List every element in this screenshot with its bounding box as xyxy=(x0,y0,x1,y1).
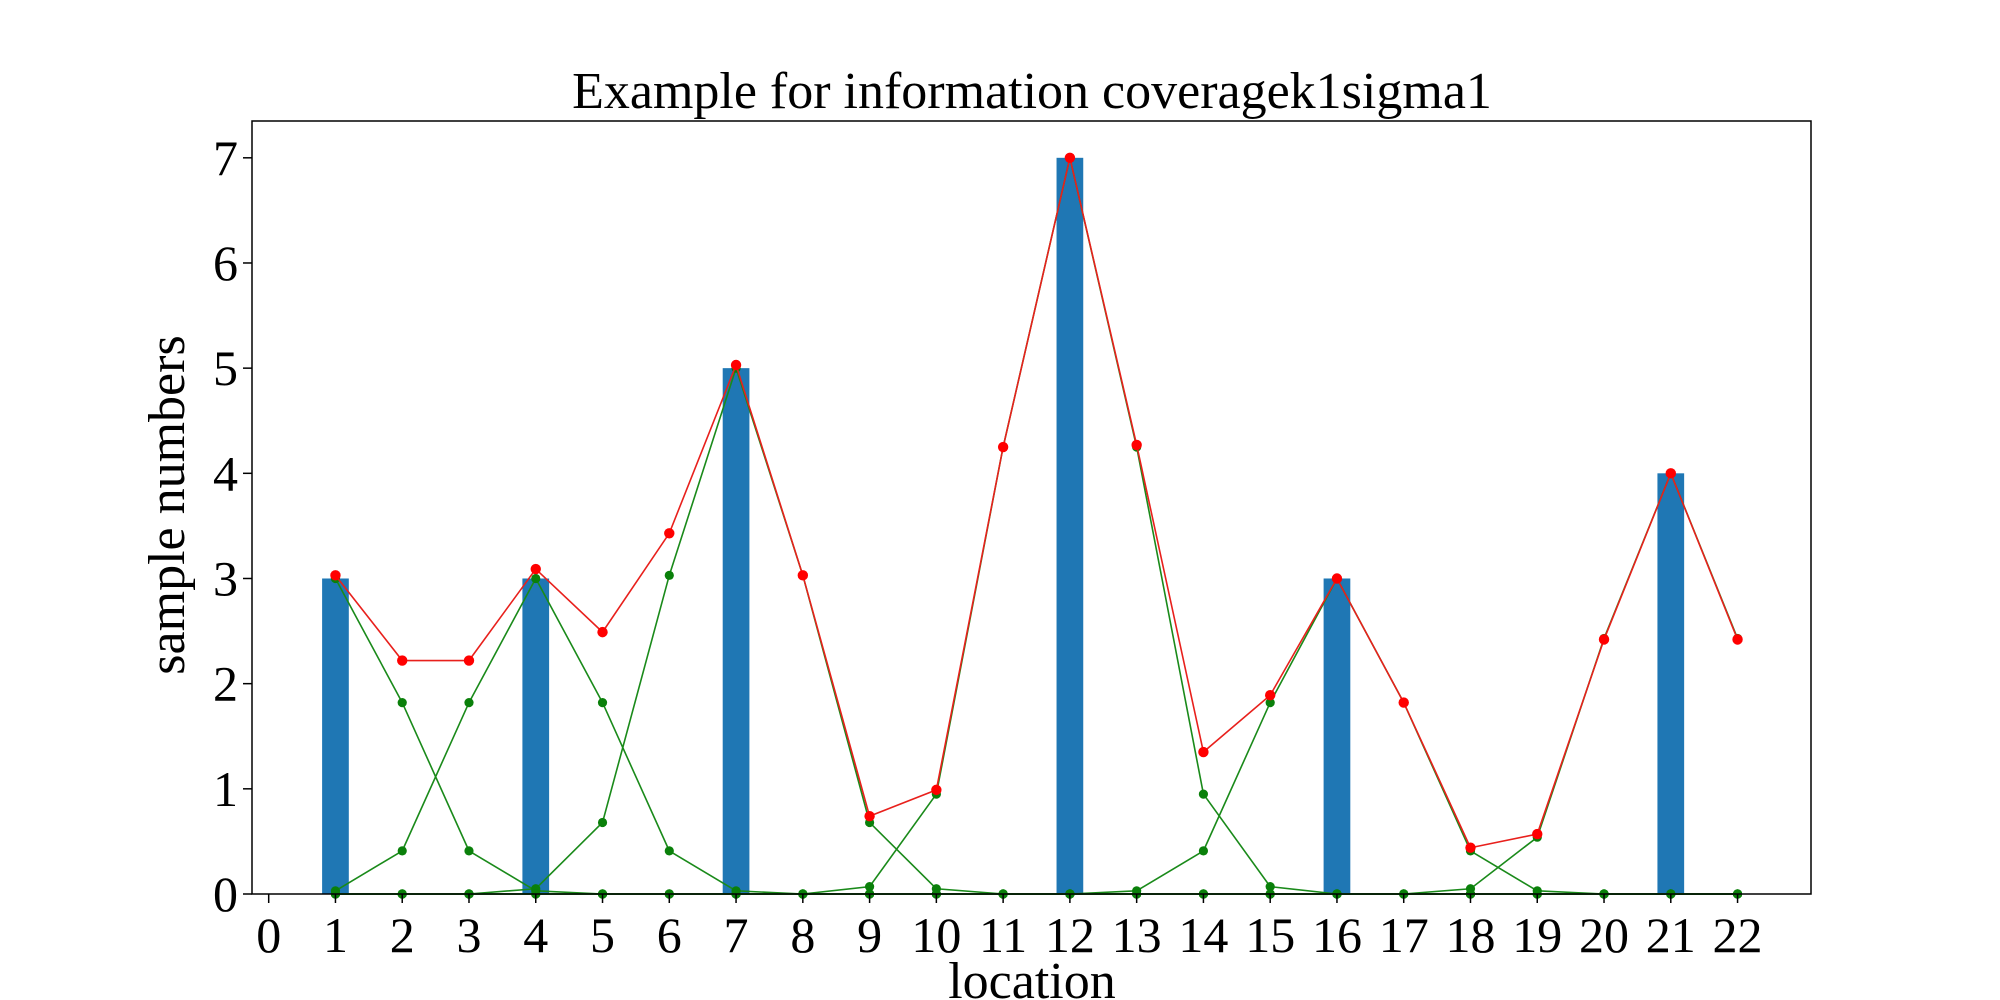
x-axis: 0 1 2 3 4 5 6 7 8 9 10 11 12 13 14 15 16 17 18 19 20 21 22 xyxy=(256,894,1763,963)
y-tick-label: 5 xyxy=(213,340,238,396)
x-tick-label: 20 xyxy=(1579,907,1629,963)
component-point xyxy=(1265,697,1275,708)
y-tick-label: 4 xyxy=(213,445,238,501)
plot-area xyxy=(322,152,1743,899)
x-tick-label: 9 xyxy=(857,907,882,963)
component-point xyxy=(1265,882,1275,892)
component-point xyxy=(597,817,608,828)
total-point xyxy=(330,570,341,581)
total-point xyxy=(1331,573,1343,584)
y-tick-label: 0 xyxy=(213,866,238,922)
total-point xyxy=(397,655,408,666)
x-tick-label: 19 xyxy=(1512,907,1562,963)
y-tick-label: 3 xyxy=(213,550,238,606)
x-tick-label: 18 xyxy=(1445,907,1495,963)
total-point xyxy=(1064,152,1076,164)
x-axis-label: location xyxy=(948,953,1116,1000)
y-tick-label: 2 xyxy=(213,656,238,712)
component-point xyxy=(531,573,541,584)
plot-frame xyxy=(251,120,1812,895)
component-point xyxy=(597,697,608,708)
bar xyxy=(722,368,750,894)
total-point xyxy=(997,441,1009,453)
total-point xyxy=(1665,468,1676,479)
total-point xyxy=(1598,634,1610,645)
x-tick-label: 12 xyxy=(1045,907,1095,963)
x-tick-label: 6 xyxy=(657,907,682,963)
total-point xyxy=(797,570,809,581)
total-point xyxy=(530,563,541,575)
total-point xyxy=(597,626,608,638)
x-tick-label: 1 xyxy=(323,907,348,963)
y-tick-label: 1 xyxy=(213,761,238,817)
component-point xyxy=(397,846,407,856)
total-point xyxy=(1532,828,1543,840)
bar xyxy=(1323,578,1351,894)
total-line xyxy=(334,157,1739,849)
component-point xyxy=(664,846,674,856)
component-point xyxy=(1532,886,1542,896)
component-point xyxy=(864,882,875,892)
bar xyxy=(1657,473,1685,894)
x-tick-label: 7 xyxy=(724,907,749,963)
x-tick-label: 4 xyxy=(523,907,548,963)
component-point xyxy=(664,570,674,580)
component-point xyxy=(1198,789,1209,799)
total-point xyxy=(664,528,675,539)
y-tick-label: 7 xyxy=(213,130,238,186)
x-tick-label: 0 xyxy=(256,907,281,963)
total-point xyxy=(1264,690,1276,701)
total-point xyxy=(864,810,875,822)
bar xyxy=(322,578,349,894)
total-point xyxy=(1732,634,1743,645)
component-point xyxy=(464,697,474,708)
x-tick-label: 11 xyxy=(979,907,1027,963)
x-tick-label: 2 xyxy=(390,907,415,963)
component-point xyxy=(1198,846,1209,856)
y-tick-label: 6 xyxy=(213,235,238,291)
x-tick-label: 10 xyxy=(911,907,961,963)
x-tick-label: 13 xyxy=(1112,907,1162,963)
total-point xyxy=(1198,746,1209,758)
component-point xyxy=(397,697,407,708)
x-tick-label: 17 xyxy=(1379,907,1429,963)
component-point xyxy=(1465,884,1476,894)
component-point xyxy=(464,846,474,856)
chart-title: Example for information coveragek1sigma1 xyxy=(572,63,1492,120)
y-axis: 0 1 2 3 4 5 6 7 xyxy=(213,130,252,922)
x-tick-label: 22 xyxy=(1713,907,1763,963)
total-point xyxy=(1131,439,1142,451)
bar xyxy=(1056,157,1084,895)
x-tick-label: 3 xyxy=(456,907,481,963)
total-point xyxy=(730,359,742,371)
total-point xyxy=(463,655,475,666)
total-point xyxy=(931,784,942,796)
x-tick-label: 21 xyxy=(1646,907,1696,963)
bar xyxy=(522,578,550,894)
y-axis-label: sample numbers xyxy=(139,335,196,674)
x-tick-label: 8 xyxy=(790,907,815,963)
x-tick-label: 14 xyxy=(1178,907,1228,963)
total-point xyxy=(1398,697,1409,708)
x-tick-label: 16 xyxy=(1312,907,1362,963)
x-tick-label: 15 xyxy=(1245,907,1295,963)
total-point xyxy=(1465,842,1476,853)
x-tick-label: 5 xyxy=(590,907,615,963)
